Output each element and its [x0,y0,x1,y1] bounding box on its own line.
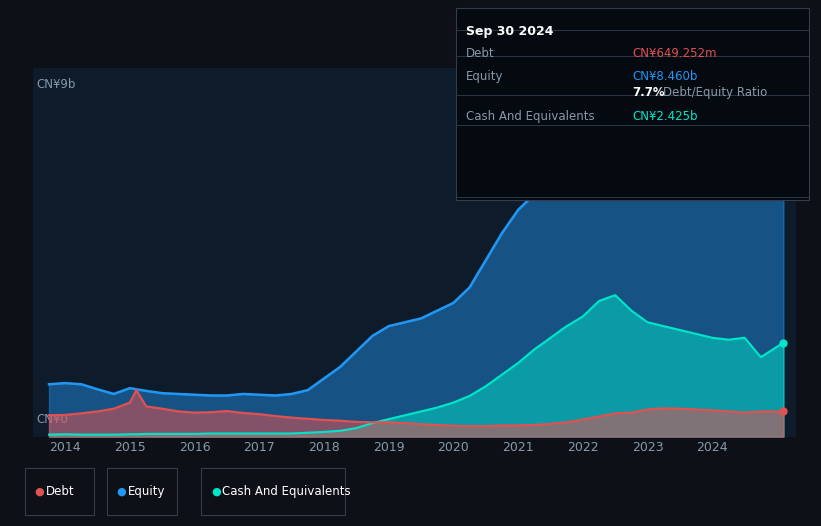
Text: Debt: Debt [466,47,494,60]
Text: CN¥649.252m: CN¥649.252m [632,47,717,60]
Text: Debt: Debt [46,485,75,498]
Text: 7.7%: 7.7% [632,86,665,99]
Text: Equity: Equity [466,70,503,83]
Text: Equity: Equity [128,485,166,498]
Text: ●: ● [211,487,221,497]
Text: CN¥2.425b: CN¥2.425b [632,110,698,124]
Text: Sep 30 2024: Sep 30 2024 [466,25,553,38]
Text: CN¥8.460b: CN¥8.460b [632,70,698,83]
Text: Cash And Equivalents: Cash And Equivalents [466,110,594,124]
Text: CN¥9b: CN¥9b [37,77,76,90]
Text: CN¥0: CN¥0 [37,412,68,426]
Text: ●: ● [117,487,126,497]
Text: ●: ● [34,487,44,497]
Text: Cash And Equivalents: Cash And Equivalents [222,485,351,498]
Text: Debt/Equity Ratio: Debt/Equity Ratio [663,86,768,99]
